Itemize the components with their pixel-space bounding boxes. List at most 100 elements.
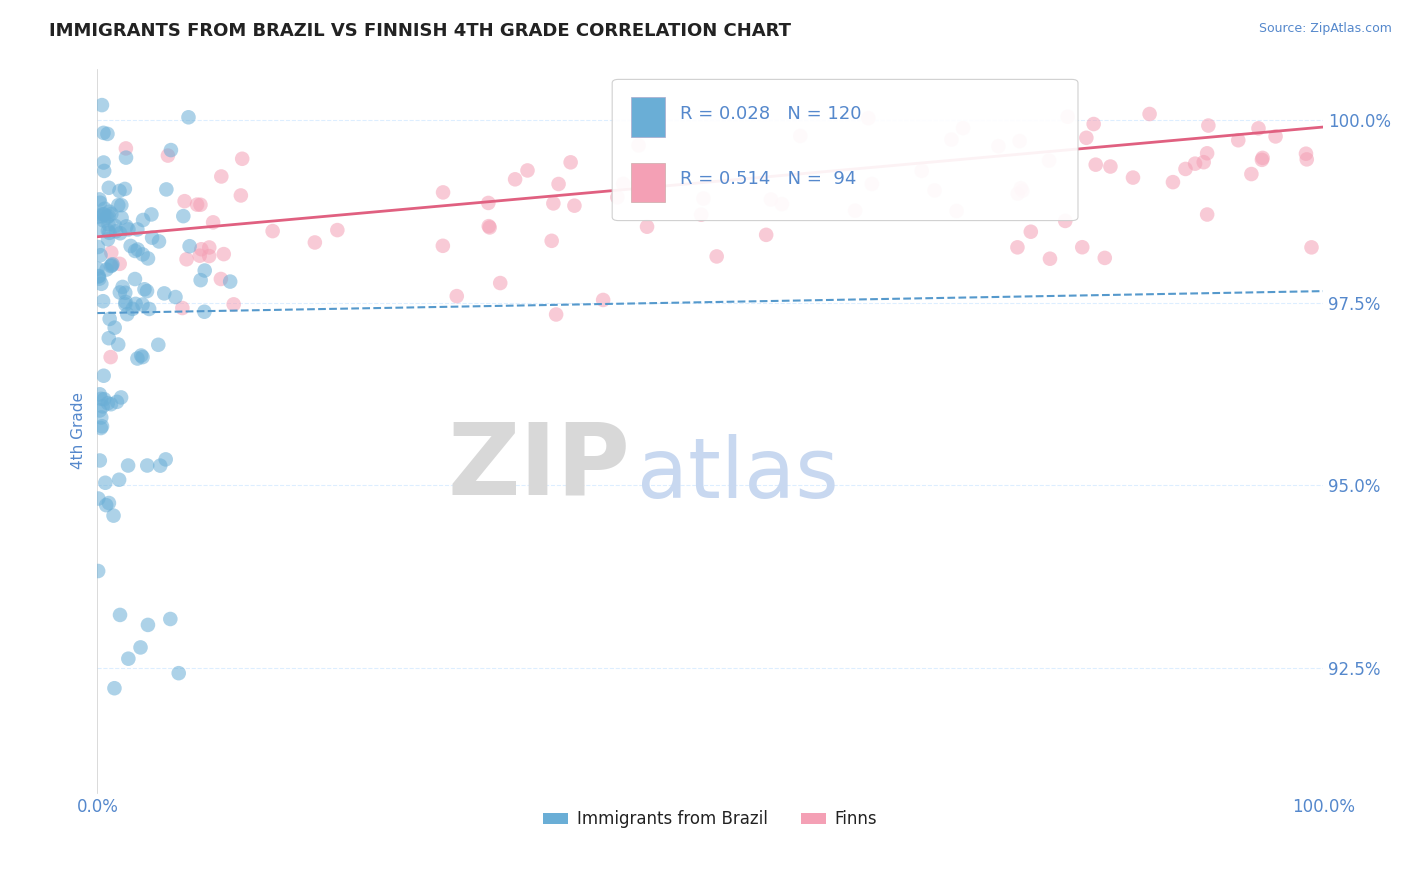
Point <box>91 209 114 223</box>
Point <box>87 269 110 284</box>
Point <box>190 198 212 212</box>
Point <box>148 338 170 352</box>
Point <box>155 452 177 467</box>
Point <box>1038 153 1060 168</box>
Point <box>97 217 120 231</box>
Point <box>97 496 120 510</box>
Point <box>911 163 934 178</box>
Point <box>141 230 163 244</box>
Point <box>93 213 115 227</box>
Point <box>941 132 963 146</box>
Point <box>114 182 136 196</box>
Point <box>952 121 974 136</box>
Text: atlas: atlas <box>637 434 838 515</box>
FancyBboxPatch shape <box>612 79 1078 220</box>
Point <box>87 210 110 224</box>
Point <box>93 126 115 140</box>
Point <box>100 259 122 273</box>
Point <box>87 240 110 254</box>
Point <box>153 286 176 301</box>
Point <box>97 232 120 246</box>
Point <box>190 242 212 256</box>
Point <box>89 387 111 401</box>
Point <box>131 350 153 364</box>
Point <box>136 458 159 473</box>
Point <box>100 207 122 221</box>
Point <box>91 294 114 309</box>
Point <box>103 681 125 696</box>
Point <box>194 263 217 277</box>
Point <box>90 410 112 425</box>
Point <box>212 247 235 261</box>
Point <box>110 391 132 405</box>
Legend: Immigrants from Brazil, Finns: Immigrants from Brazil, Finns <box>537 804 883 835</box>
Point <box>87 564 110 578</box>
Point <box>432 186 454 200</box>
Point <box>1071 240 1094 254</box>
Point <box>1019 225 1042 239</box>
Point <box>96 127 118 141</box>
Point <box>446 289 468 303</box>
Point <box>222 297 245 311</box>
Point <box>114 294 136 309</box>
Point <box>188 249 211 263</box>
Point <box>136 618 159 632</box>
Point <box>177 110 200 124</box>
Point <box>108 607 131 622</box>
Point <box>706 249 728 263</box>
Point <box>547 177 569 191</box>
Point <box>90 277 112 291</box>
Point <box>627 138 650 153</box>
Point <box>124 272 146 286</box>
Point <box>91 400 114 414</box>
Point <box>100 245 122 260</box>
Point <box>636 219 658 234</box>
Point <box>149 458 172 473</box>
Point <box>98 204 121 219</box>
Point <box>231 152 253 166</box>
Point <box>86 261 108 276</box>
Point <box>1007 240 1029 254</box>
Point <box>160 143 183 157</box>
Point <box>127 222 149 236</box>
Point <box>108 473 131 487</box>
Point <box>120 239 142 253</box>
Point <box>148 235 170 249</box>
Point <box>134 282 156 296</box>
Point <box>478 219 501 234</box>
Point <box>138 301 160 316</box>
Point <box>167 666 190 681</box>
Point <box>478 220 501 235</box>
Point <box>193 304 215 318</box>
Point <box>101 257 124 271</box>
Point <box>104 219 127 233</box>
Point <box>141 207 163 221</box>
Point <box>219 275 242 289</box>
Point <box>87 491 110 506</box>
Point <box>117 651 139 665</box>
Point <box>94 475 117 490</box>
Point <box>1251 153 1274 167</box>
Point <box>103 508 125 523</box>
Point <box>1007 186 1029 201</box>
Point <box>124 244 146 258</box>
Text: ZIP: ZIP <box>447 418 630 516</box>
FancyBboxPatch shape <box>630 162 665 202</box>
Point <box>432 239 454 253</box>
Point <box>114 285 136 300</box>
Point <box>209 272 232 286</box>
Point <box>127 243 149 257</box>
Text: R = 0.028   N = 120: R = 0.028 N = 120 <box>679 104 860 123</box>
Point <box>89 403 111 417</box>
Point <box>100 259 122 273</box>
Point <box>115 151 138 165</box>
Point <box>129 640 152 655</box>
Point <box>124 297 146 311</box>
Point <box>1240 167 1263 181</box>
Point <box>844 203 866 218</box>
Point <box>860 177 883 191</box>
Point <box>110 211 132 225</box>
Point <box>560 155 582 169</box>
Point <box>176 252 198 267</box>
Point <box>100 397 122 411</box>
